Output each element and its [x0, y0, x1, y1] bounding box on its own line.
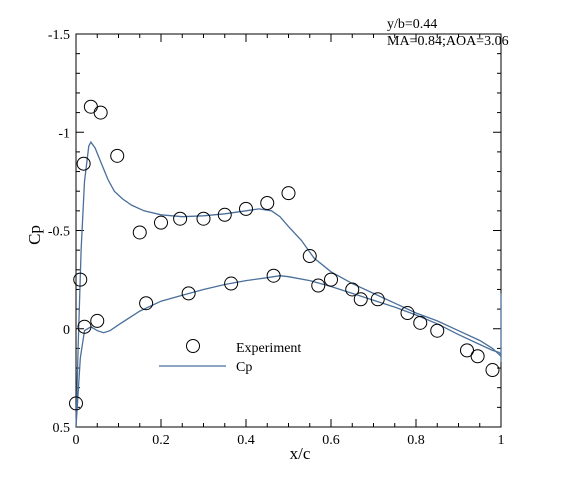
legend-cp-label: Cp [236, 360, 252, 375]
plot-border [75, 33, 502, 428]
x-axis-title: x/c [290, 444, 311, 463]
experiment-point [73, 272, 88, 287]
experiment-point [470, 349, 485, 364]
experiment-point [110, 148, 125, 163]
x-tick-label: 1 [498, 433, 505, 448]
experiment-point [83, 99, 98, 114]
cp-line-upper-surface [75, 140, 502, 428]
y-tick-label: -1.5 [48, 28, 70, 43]
legend-experiment-marker [186, 339, 200, 353]
experiment-point [77, 319, 92, 334]
experiment-point [370, 292, 385, 307]
experiment-point [266, 268, 281, 283]
legend-experiment-label: Experiment [236, 341, 301, 356]
plot-frame [75, 33, 502, 428]
axis-ticks [75, 33, 502, 428]
x-tick-label: 0.4 [237, 433, 255, 448]
x-tick-label: 0.6 [322, 433, 340, 448]
experiment-point [139, 296, 154, 311]
experiment-point [69, 396, 83, 411]
experiment-point [90, 313, 105, 328]
experiment-point [311, 278, 326, 293]
x-tick-label: 0 [73, 433, 80, 448]
experiment-point [345, 282, 360, 297]
experiment-point [460, 343, 474, 358]
experiment-point [181, 286, 196, 301]
tick-labels: 0 0.2 0.4 0.6 0.8 1-1.5-1-0.500.5 [48, 28, 505, 448]
experiment-point [485, 363, 500, 378]
experiment-point [154, 215, 168, 230]
y-tick-label: 0.5 [53, 421, 71, 436]
experiment-point [93, 105, 108, 120]
experiment-point [76, 156, 91, 171]
experiment-point [281, 186, 296, 201]
experiment-point [413, 315, 428, 330]
y-tick-label: -0.5 [48, 225, 70, 240]
x-tick-label: 0.8 [407, 433, 425, 448]
experiment-point [173, 211, 188, 226]
experiment-point [260, 195, 275, 210]
annotation-span: y/b=0.44 [387, 17, 437, 32]
experiment-point [400, 306, 415, 321]
experiment-series-points [69, 99, 500, 411]
experiment-point [430, 323, 445, 338]
experiment-point [302, 249, 317, 264]
experiment-point [224, 276, 239, 291]
y-axis-title: Cp [25, 225, 44, 245]
experiment-point [196, 211, 211, 226]
y-tick-label: 0 [63, 323, 70, 338]
cp-series-lines [75, 140, 502, 428]
experiment-point [353, 292, 368, 307]
experiment-point [217, 207, 232, 222]
experiment-point [132, 225, 147, 240]
experiment-point [324, 272, 338, 287]
annotation-conditions: MA=0.84;AOA=3.06 [387, 34, 509, 49]
legend: Experiment Cp [159, 339, 301, 375]
x-tick-label: 0.2 [152, 433, 170, 448]
experiment-point [239, 201, 253, 216]
y-tick-label: -1 [58, 126, 70, 141]
